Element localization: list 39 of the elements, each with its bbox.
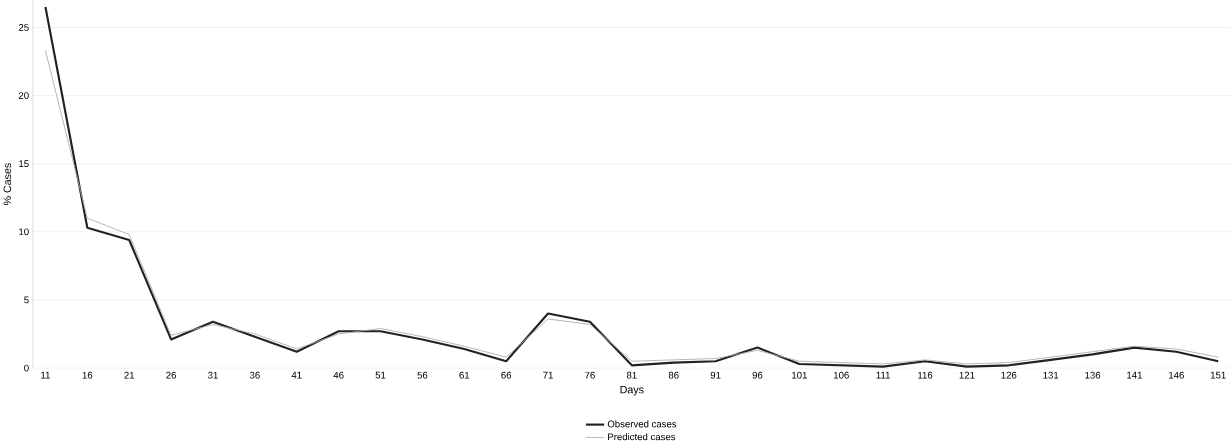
y-tick-label: 10 bbox=[19, 228, 29, 236]
y-tick-label: 5 bbox=[24, 296, 29, 304]
x-tick-label: 131 bbox=[1043, 371, 1059, 379]
x-tick-label: 11 bbox=[41, 371, 50, 379]
x-tick-label: 106 bbox=[833, 371, 849, 379]
x-tick-label: 116 bbox=[918, 371, 933, 379]
x-tick-label: 76 bbox=[585, 371, 595, 379]
x-tick-label: 126 bbox=[1001, 371, 1017, 379]
x-tick-label: 121 bbox=[959, 371, 975, 379]
x-tick-label: 111 bbox=[876, 371, 890, 379]
x-tick-label: 16 bbox=[82, 371, 93, 379]
x-tick-label: 66 bbox=[501, 371, 512, 379]
y-axis-title: % Cases bbox=[3, 163, 12, 206]
x-axis-title: Days bbox=[620, 385, 644, 396]
y-tick-label: 25 bbox=[18, 24, 29, 31]
x-tick-label: 136 bbox=[1085, 371, 1101, 379]
x-tick-label: 46 bbox=[333, 371, 344, 379]
x-tick-label: 141 bbox=[1127, 371, 1142, 379]
x-tick-label: 21 bbox=[124, 371, 135, 379]
y-tick-label: 15 bbox=[19, 160, 29, 168]
x-tick-label: 151 bbox=[1210, 371, 1226, 379]
x-tick-label: 96 bbox=[752, 371, 763, 379]
legend-label: Observed cases bbox=[607, 420, 677, 428]
x-tick-label: 41 bbox=[291, 371, 302, 379]
x-tick-label: 91 bbox=[710, 371, 721, 379]
x-tick-label: 101 bbox=[792, 371, 807, 379]
legend-label: Predicted cases bbox=[608, 433, 676, 441]
x-tick-label: 81 bbox=[626, 371, 637, 379]
x-tick-label: 36 bbox=[249, 371, 260, 379]
x-tick-label: 61 bbox=[459, 371, 470, 379]
x-tick-label: 71 bbox=[543, 371, 553, 379]
x-tick-label: 56 bbox=[417, 371, 428, 379]
x-tick-label: 31 bbox=[208, 371, 218, 379]
y-tick-label: 0 bbox=[24, 364, 29, 372]
x-tick-label: 51 bbox=[375, 371, 386, 379]
x-tick-label: 26 bbox=[166, 371, 177, 379]
x-tick-label: 86 bbox=[668, 371, 679, 379]
y-tick-label: 20 bbox=[18, 92, 29, 99]
x-tick-label: 146 bbox=[1169, 371, 1184, 379]
